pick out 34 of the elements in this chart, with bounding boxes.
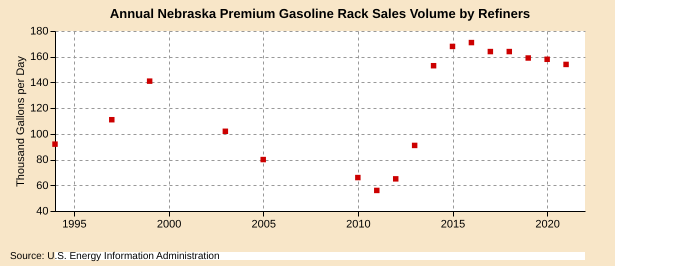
point [525,55,531,61]
x-tick-label: 2000 [156,218,182,230]
y-tick-label: 160 [30,51,48,64]
point [430,62,436,68]
point [563,62,569,68]
y-tick-label: 180 [30,26,48,38]
point [260,156,266,162]
point [146,78,152,84]
point [222,128,228,134]
chart-title: Annual Nebraska Premium Gasoline Rack Sales Volume by Refiners [110,6,530,21]
x-tick-label: 2010 [346,218,371,230]
point [52,141,58,147]
y-tick-label: 140 [30,76,48,89]
point [412,142,418,148]
point [450,44,456,50]
x-tick-label: 2020 [535,218,560,230]
point [374,188,380,194]
y-tick-label: 40 [36,206,48,218]
point [506,48,512,54]
point [544,56,550,62]
point [488,48,494,54]
point [468,40,474,46]
y-tick-label: 100 [30,128,48,140]
point [355,174,361,180]
source-note: Source: U.S. Energy Information Administration [10,251,220,262]
y-tick-label: 120 [30,102,48,115]
point [109,116,115,122]
x-tick-label: 2015 [440,218,466,230]
y-axis-title: Thousand Gallons per Day [15,56,28,187]
y-tick-label: 60 [36,180,48,192]
point [392,176,398,182]
x-tick-label: 2005 [251,218,276,230]
x-tick-label: 1995 [62,218,87,230]
y-tick-label: 80 [36,154,48,166]
